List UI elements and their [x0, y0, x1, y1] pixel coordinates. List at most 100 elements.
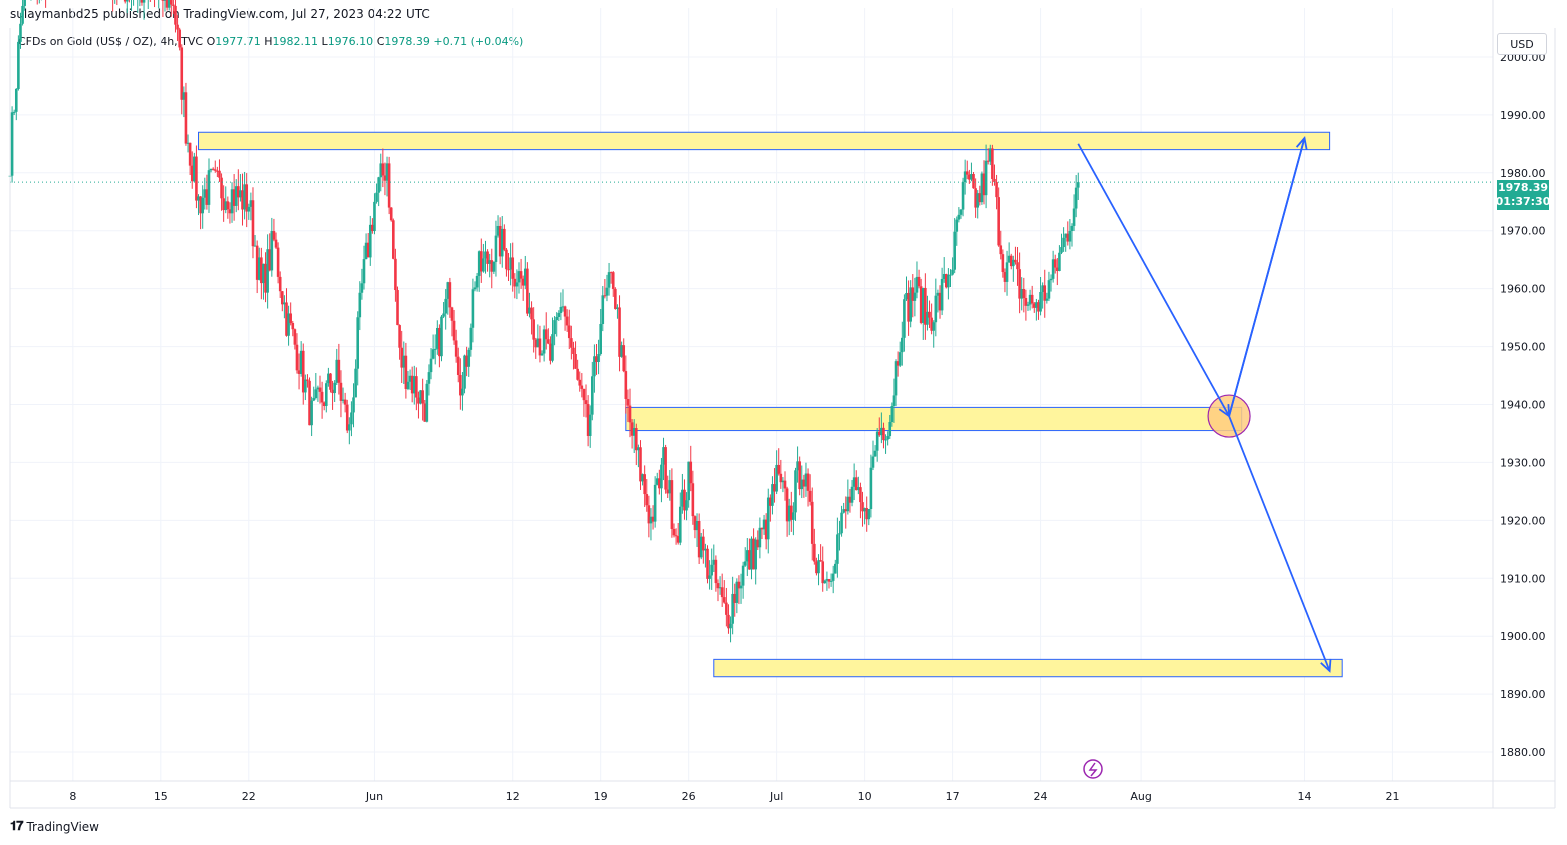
- candle-body: [1053, 259, 1057, 268]
- candle-body: [754, 539, 757, 570]
- candle-body: [857, 487, 860, 491]
- y-tick-label: 1920.00: [1500, 514, 1546, 527]
- candle-body: [301, 350, 305, 393]
- candle-body: [264, 263, 267, 293]
- candle-body: [949, 274, 952, 276]
- event-icon[interactable]: [1083, 759, 1103, 779]
- candle-body: [861, 502, 864, 512]
- candle-body: [331, 389, 334, 394]
- candle-body: [892, 395, 896, 406]
- candle-body: [335, 359, 339, 383]
- candle-body: [220, 177, 223, 199]
- candle-body: [234, 186, 238, 206]
- candle-body: [408, 375, 412, 382]
- candle-body: [125, 0, 129, 2]
- candle-body: [871, 456, 875, 468]
- currency-button[interactable]: USD: [1497, 33, 1547, 55]
- candle-body: [815, 561, 818, 574]
- candle-body: [182, 92, 186, 100]
- candle-body: [404, 355, 408, 389]
- candle-body: [532, 319, 535, 340]
- candle-body: [415, 376, 418, 398]
- candle-body: [846, 496, 850, 512]
- candle-body: [729, 623, 732, 629]
- candle-body: [314, 389, 318, 399]
- candle-body: [685, 500, 688, 511]
- candle-body: [614, 288, 617, 309]
- candle-body: [283, 302, 286, 305]
- candle-body: [618, 307, 621, 357]
- candle-body: [699, 536, 703, 558]
- candle-body: [306, 379, 309, 381]
- candle-body: [1070, 225, 1074, 231]
- candle-body: [921, 287, 925, 323]
- candle-body: [450, 307, 454, 321]
- candle-body: [1043, 285, 1047, 301]
- candle-body: [660, 464, 663, 489]
- event-circle: [1083, 759, 1103, 779]
- projection-arrow-segment[interactable]: [1228, 137, 1306, 417]
- candle-body: [605, 287, 609, 296]
- candle-body: [995, 182, 998, 198]
- candle-body: [798, 461, 801, 490]
- candle-body: [804, 473, 808, 487]
- candle-body: [167, 0, 171, 8]
- y-tick-label: 1890.00: [1500, 688, 1546, 701]
- zone-rectangle[interactable]: [198, 131, 1331, 151]
- zone-rectangle[interactable]: [625, 406, 1243, 432]
- candle-body: [526, 268, 529, 314]
- candle-body: [817, 560, 820, 574]
- candle-body: [21, 5, 24, 24]
- brand-name: TradingView: [26, 819, 99, 834]
- candle-body: [737, 581, 741, 589]
- y-tick-label: 1960.00: [1500, 283, 1546, 296]
- projection[interactable]: [10, 136, 1493, 673]
- candle-body: [901, 337, 904, 353]
- candle-body: [222, 198, 225, 211]
- candle-body: [555, 316, 558, 321]
- candle-body: [213, 169, 217, 171]
- zones[interactable]: [198, 131, 1343, 678]
- candle-body: [368, 224, 372, 258]
- candle-body: [216, 170, 219, 172]
- candle-body: [704, 548, 707, 551]
- candle-body: [1022, 289, 1026, 299]
- candle-body: [758, 527, 762, 548]
- candle-body: [565, 316, 569, 326]
- candle-body: [911, 287, 915, 301]
- y-tick-label: 1940.00: [1500, 399, 1546, 412]
- candle-body: [513, 278, 517, 287]
- close-label: C: [376, 35, 385, 48]
- candle-body: [551, 334, 554, 361]
- candle-body: [1045, 298, 1049, 301]
- candle-body: [385, 163, 389, 181]
- candle-body: [970, 174, 973, 180]
- symbol-name[interactable]: CFDs on Gold (US$ / OZ), 4h, TVC: [18, 35, 204, 48]
- candle-body: [1007, 255, 1011, 263]
- candle-body: [595, 356, 598, 362]
- candle-body: [844, 509, 848, 512]
- candle-body: [928, 311, 931, 318]
- candle-body: [611, 272, 615, 289]
- candle-body: [561, 306, 565, 308]
- candle-body: [477, 251, 481, 276]
- candle-body: [465, 355, 468, 367]
- candle-body: [1020, 289, 1024, 299]
- candle-body: [417, 397, 420, 404]
- candle-body: [741, 565, 745, 586]
- candle-body: [360, 283, 364, 293]
- candle-body: [1074, 187, 1078, 209]
- projection-arrow-segment[interactable]: [1077, 143, 1230, 417]
- candle-body: [634, 428, 638, 451]
- candle-body: [649, 516, 653, 524]
- projection-arrow-segment[interactable]: [1228, 415, 1331, 672]
- zone-rectangle[interactable]: [713, 658, 1343, 678]
- candle-body: [641, 474, 644, 482]
- candle-body: [691, 483, 695, 517]
- candle-body: [603, 295, 607, 297]
- arrowhead: [1295, 136, 1308, 151]
- candle-body: [178, 29, 181, 48]
- tradingview-logo[interactable]: 𝟏𝟕 TradingView: [10, 819, 99, 834]
- candle-body: [544, 329, 548, 340]
